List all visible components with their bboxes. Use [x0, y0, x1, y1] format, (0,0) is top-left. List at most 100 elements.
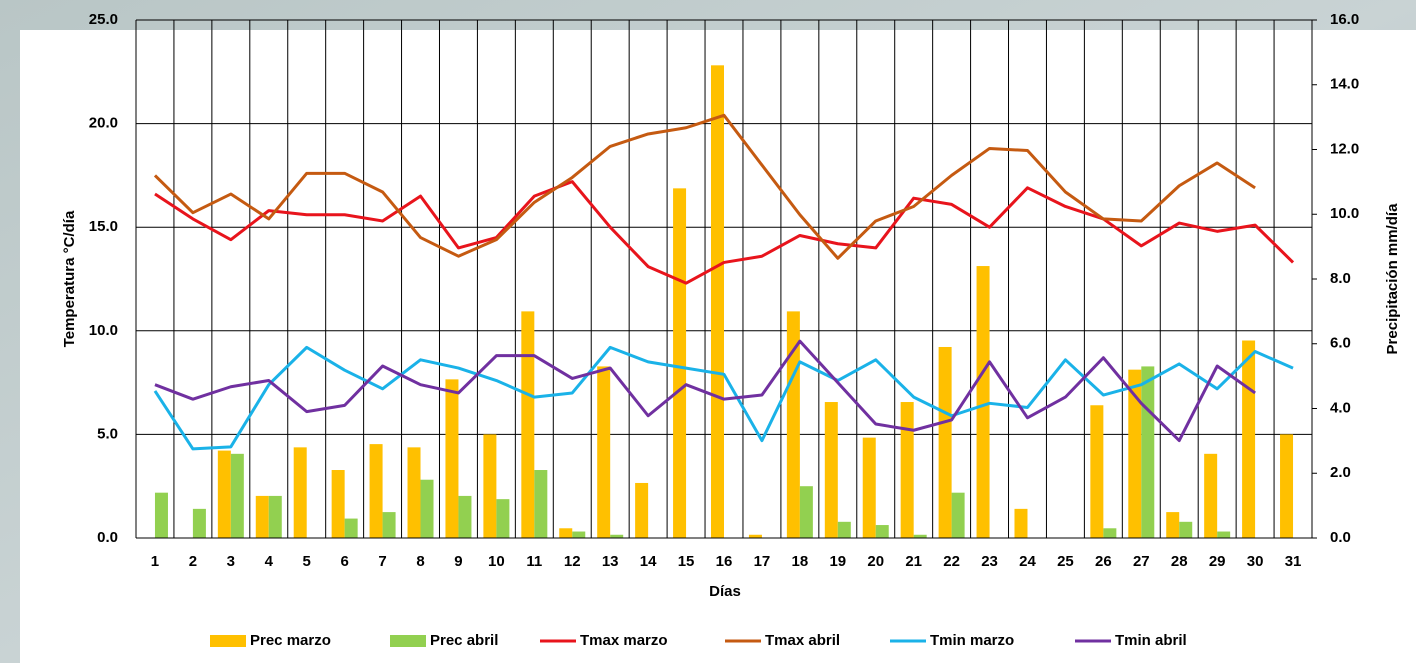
y2-axis-title: Precipitación mm/día — [1384, 203, 1401, 355]
y2-tick-label: 4.0 — [1330, 399, 1351, 416]
y2-tick-label: 6.0 — [1330, 335, 1351, 352]
bar — [876, 525, 889, 538]
bar — [939, 347, 952, 538]
bar — [1166, 512, 1179, 538]
x-tick-label: 14 — [640, 553, 657, 570]
x-tick-label: 29 — [1209, 553, 1226, 570]
x-tick-label: 7 — [378, 553, 386, 570]
chart: Temperatura °C/día Precipitación mm/día … — [0, 0, 1416, 663]
x-tick-label: 22 — [943, 553, 960, 570]
y2-tick-label: 0.0 — [1330, 529, 1351, 546]
bar — [534, 470, 547, 538]
bar — [711, 65, 724, 538]
y-tick-label: 10.0 — [89, 322, 118, 339]
x-tick-label: 15 — [678, 553, 695, 570]
bar — [383, 512, 396, 538]
x-tick-label: 11 — [526, 553, 542, 570]
bar — [1204, 454, 1217, 538]
x-tick-label: 16 — [716, 553, 733, 570]
legend-label: Tmin abril — [1115, 632, 1187, 649]
bar — [800, 486, 813, 538]
x-tick-label: 17 — [754, 553, 771, 570]
x-tick-label: 10 — [488, 553, 505, 570]
x-tick-label: 25 — [1057, 553, 1074, 570]
y-tick-label: 25.0 — [89, 11, 118, 28]
x-tick-label: 2 — [189, 553, 197, 570]
x-tick-label: 23 — [981, 553, 998, 570]
x-tick-label: 13 — [602, 553, 619, 570]
legend-label: Tmax marzo — [580, 632, 668, 649]
x-tick-label: 21 — [905, 553, 922, 570]
bar — [1242, 341, 1255, 538]
bar — [1280, 434, 1293, 538]
x-axis-title: Días — [709, 583, 741, 600]
x-tick-label: 3 — [227, 553, 235, 570]
bar — [445, 379, 458, 538]
bar — [901, 402, 914, 538]
bar — [597, 366, 610, 538]
bar — [408, 447, 421, 538]
bar — [521, 311, 534, 538]
y2-tick-label: 16.0 — [1330, 11, 1359, 28]
bar — [155, 493, 168, 538]
bar — [635, 483, 648, 538]
x-tick-label: 6 — [340, 553, 348, 570]
x-tick-label: 28 — [1171, 553, 1188, 570]
bar — [1179, 522, 1192, 538]
y2-tick-label: 2.0 — [1330, 464, 1351, 481]
x-tick-label: 12 — [564, 553, 581, 570]
bar — [231, 454, 244, 538]
bar — [193, 509, 206, 538]
x-tick-label: 31 — [1285, 553, 1302, 570]
bar — [1014, 509, 1027, 538]
legend-label: Prec marzo — [250, 632, 331, 649]
bar — [673, 188, 686, 538]
bar — [1090, 405, 1103, 538]
legend-label: Tmin marzo — [930, 632, 1014, 649]
x-tick-label: 9 — [454, 553, 462, 570]
y-tick-label: 15.0 — [89, 218, 118, 235]
bar — [483, 434, 496, 538]
x-tick-label: 24 — [1019, 553, 1036, 570]
legend-swatch — [390, 635, 426, 647]
x-tick-label: 27 — [1133, 553, 1150, 570]
x-tick-label: 5 — [303, 553, 311, 570]
bar — [1141, 366, 1154, 538]
bar — [1103, 528, 1116, 538]
x-tick-label: 1 — [151, 553, 159, 570]
y2-tick-label: 8.0 — [1330, 270, 1351, 287]
bar — [572, 532, 585, 538]
x-tick-label: 20 — [867, 553, 884, 570]
y2-tick-label: 10.0 — [1330, 205, 1359, 222]
bar — [863, 438, 876, 538]
bar — [559, 528, 572, 538]
y-tick-label: 0.0 — [97, 529, 118, 546]
bar — [370, 444, 383, 538]
legend-swatch — [210, 635, 246, 647]
bar — [825, 402, 838, 538]
bar — [421, 480, 434, 538]
bar — [218, 451, 231, 538]
bar — [256, 496, 269, 538]
legend-label: Tmax abril — [765, 632, 840, 649]
bar — [1217, 532, 1230, 538]
y-tick-label: 5.0 — [97, 425, 118, 442]
bar — [952, 493, 965, 538]
x-tick-label: 8 — [416, 553, 424, 570]
x-tick-label: 26 — [1095, 553, 1112, 570]
x-tick-label: 19 — [829, 553, 846, 570]
y2-tick-label: 12.0 — [1330, 140, 1359, 157]
bar — [458, 496, 471, 538]
bar — [269, 496, 282, 538]
bar — [294, 447, 307, 538]
legend-label: Prec abril — [430, 632, 498, 649]
x-tick-label: 4 — [265, 553, 274, 570]
y-axis-title: Temperatura °C/día — [61, 210, 78, 347]
x-tick-label: 18 — [792, 553, 809, 570]
y-tick-label: 20.0 — [89, 115, 118, 132]
bar — [977, 266, 990, 538]
bar — [345, 519, 358, 538]
x-tick-label: 30 — [1247, 553, 1264, 570]
bar — [496, 499, 509, 538]
bar — [838, 522, 851, 538]
